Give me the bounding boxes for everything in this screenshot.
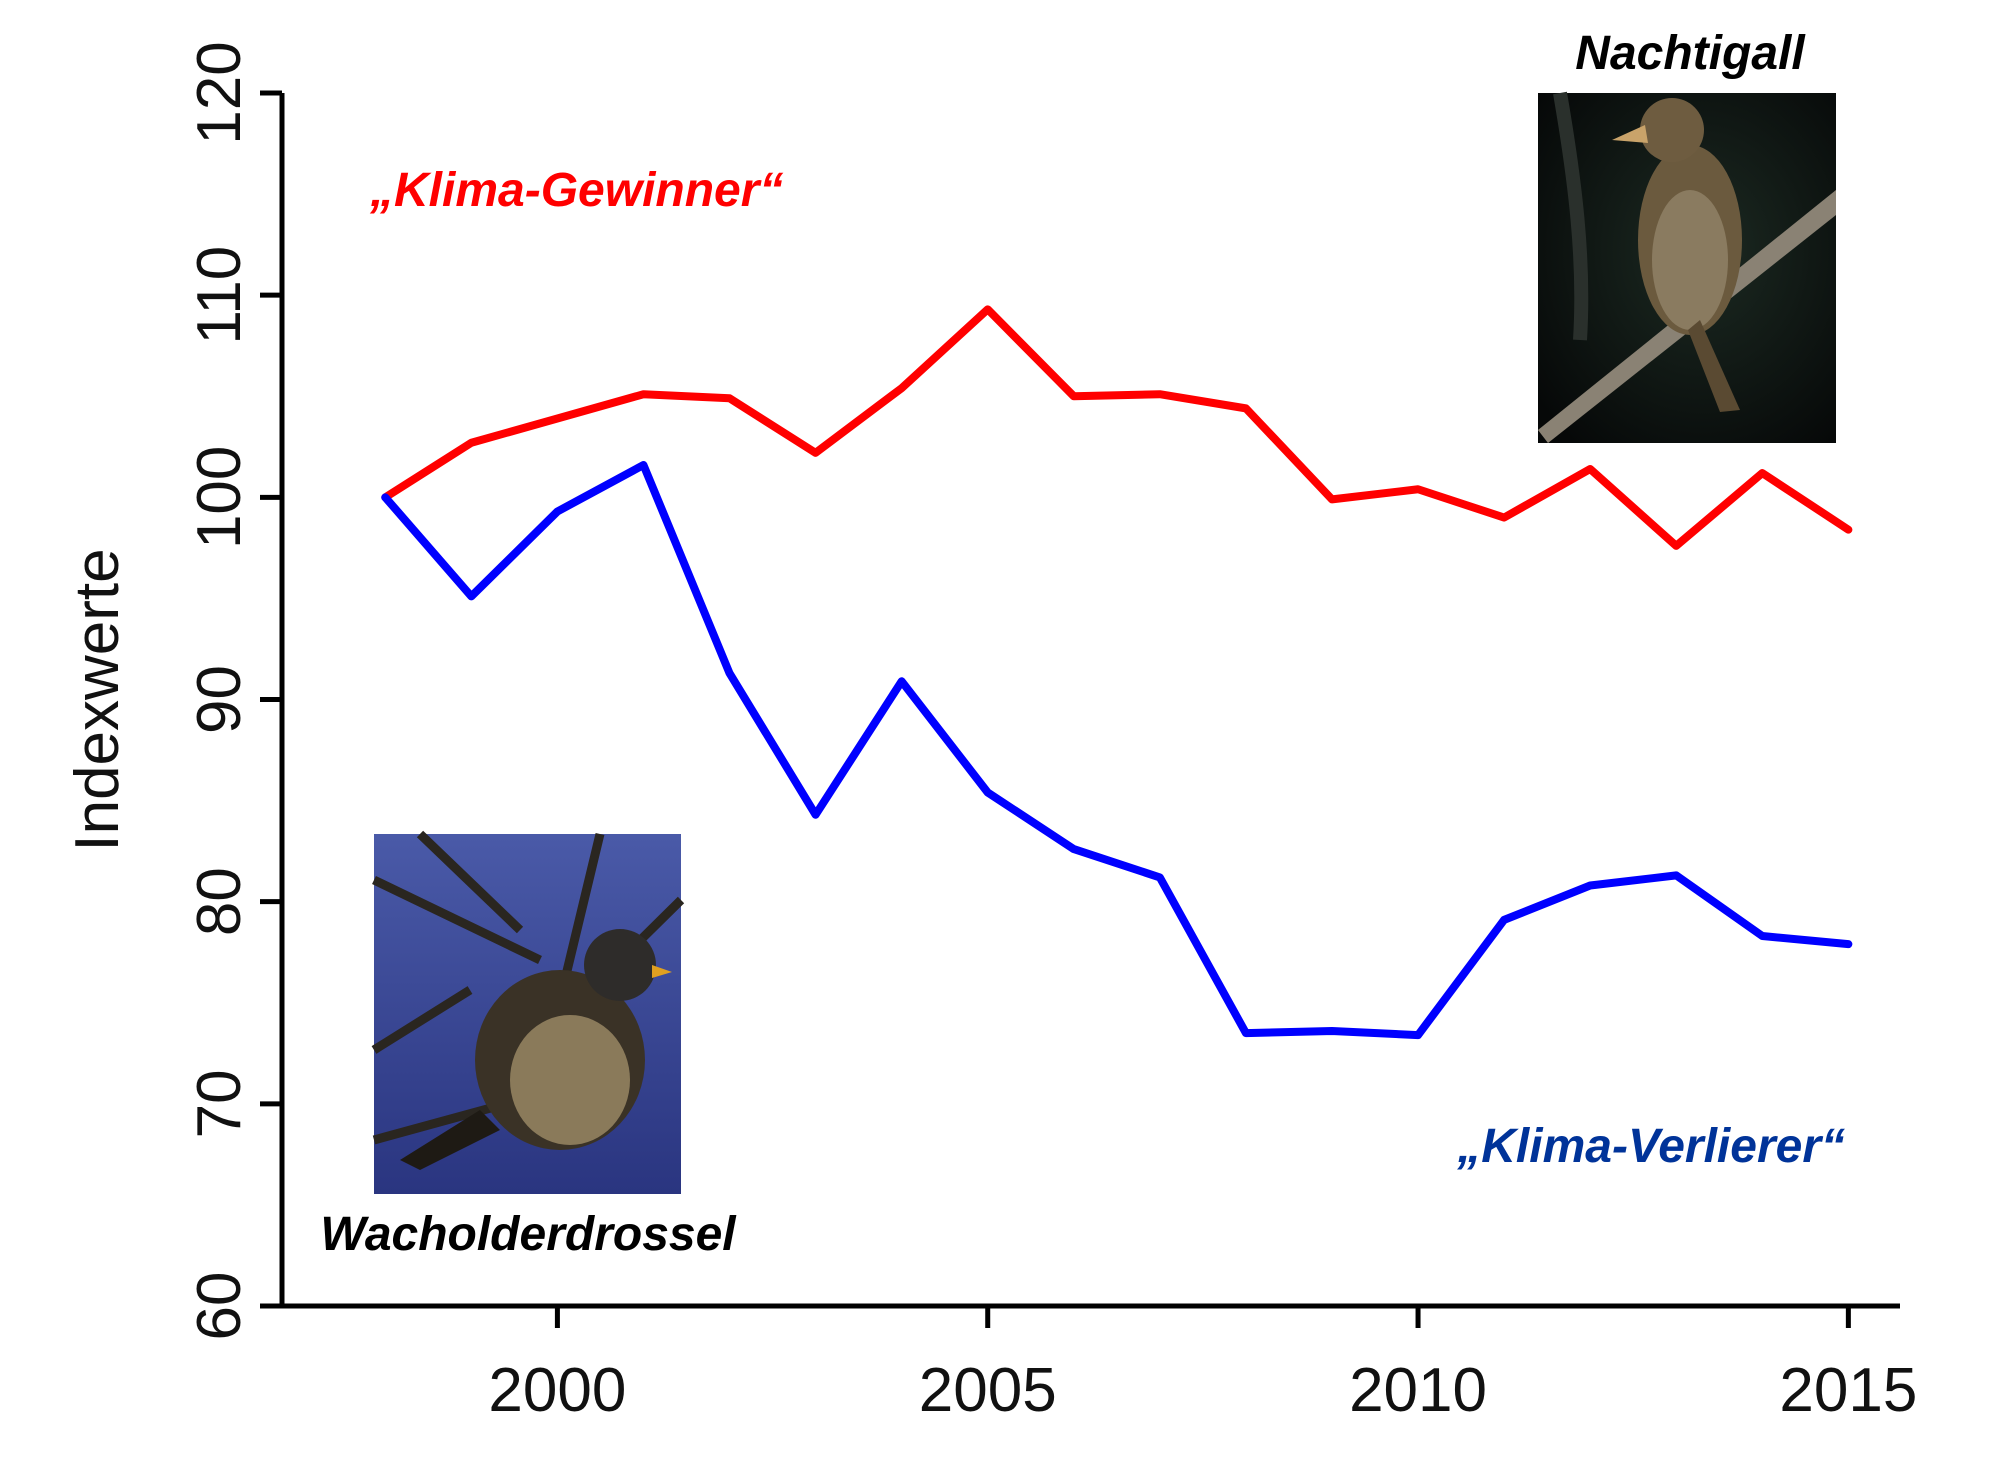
x-tick-label: 2015	[1779, 1356, 1917, 1425]
series-line-loser	[381, 460, 1853, 1040]
y-tick-label: 80	[185, 867, 254, 936]
y-tick-label: 120	[185, 41, 254, 144]
species-label-fieldfare: Wacholderdrossel	[320, 1208, 737, 1261]
y-tick-label: 70	[185, 1069, 254, 1138]
y-tick-label: 110	[185, 246, 254, 345]
nightingale-photo	[1538, 91, 1836, 443]
y-axis-ticks: 60 70 80 90 100 110 120	[185, 41, 282, 1340]
x-tick-label: 2010	[1349, 1356, 1487, 1425]
series-label-loser: „Klima-Verlierer“	[1456, 1120, 1845, 1173]
y-tick-label: 90	[185, 665, 254, 734]
y-tick-label: 100	[185, 446, 254, 549]
y-axis-label: Indexwerte	[63, 548, 132, 851]
x-axis-ticks: 2000 2005 2010 2015	[488, 1306, 1917, 1425]
x-tick-label: 2000	[488, 1356, 626, 1425]
series-line-winner	[381, 305, 1853, 550]
series-layer	[381, 305, 1853, 1040]
series-label-winner: „Klima-Gewinner“	[369, 164, 783, 217]
species-label-nightingale: Nachtigall	[1575, 27, 1806, 80]
x-tick-label: 2005	[919, 1356, 1057, 1425]
fieldfare-photo	[371, 830, 685, 1194]
y-tick-label: 60	[185, 1272, 254, 1341]
